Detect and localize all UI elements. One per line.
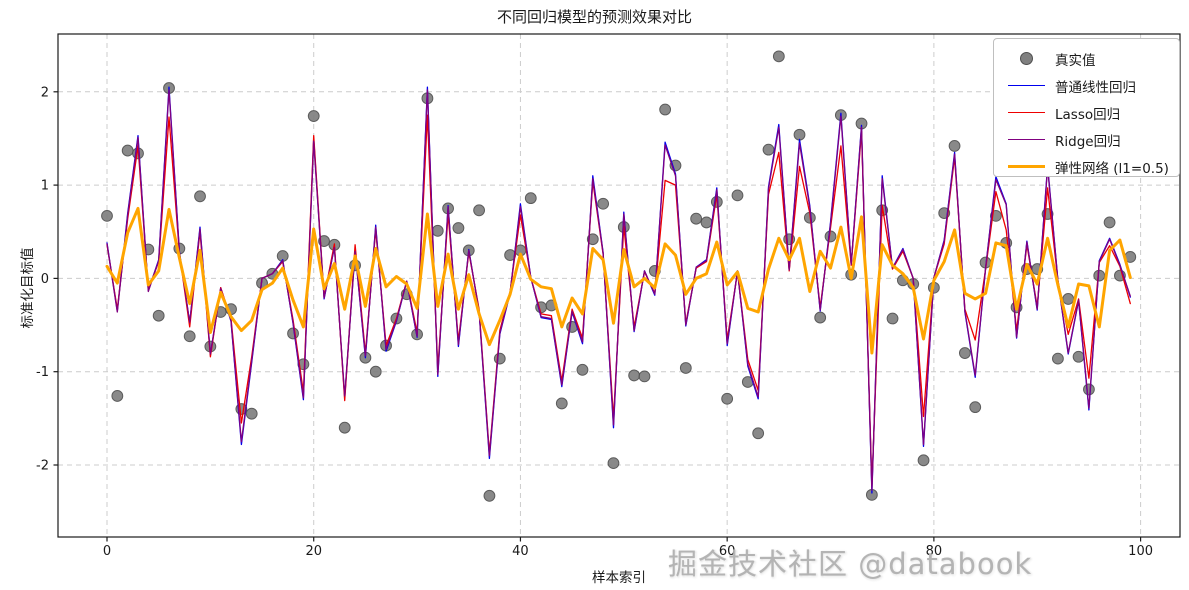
legend-line-marker-icon — [1008, 139, 1045, 140]
legend-marker-1 — [1008, 85, 1045, 86]
series-line-3 — [105, 206, 1132, 355]
x-tick-label: 40 — [512, 544, 529, 559]
true-value-dot — [431, 224, 444, 237]
true-value-dot — [287, 327, 299, 340]
true-value-dot — [597, 197, 610, 210]
x-tick-label: 80 — [926, 544, 943, 559]
true-value-dot — [1062, 293, 1075, 305]
legend-item-3: Ridge回归 — [1008, 126, 1179, 153]
legend-item-4: 弹性网络 (l1=0.5) — [1008, 153, 1179, 180]
y-axis-label: 标准化目标值 — [20, 247, 36, 329]
legend-dot-marker-icon — [1020, 52, 1033, 65]
true-value-dot — [958, 347, 971, 359]
x-tick-label: 0 — [103, 544, 111, 559]
chart-title: 不同回归模型的预测效果对比 — [496, 8, 692, 26]
true-value-dot — [690, 212, 703, 225]
true-value-dot — [814, 311, 827, 324]
true-value-dot — [493, 352, 506, 365]
true-value-dot — [452, 222, 465, 234]
true-value-dot — [659, 103, 672, 116]
true-value-dot — [721, 392, 734, 405]
y-tick-label: 0 — [41, 272, 49, 287]
legend-item-2: Lasso回归 — [1008, 99, 1179, 126]
series-line-1 — [106, 114, 1131, 487]
true-value-dot — [245, 407, 258, 420]
legend-label-4: 弹性网络 (l1=0.5) — [1055, 160, 1169, 177]
true-value-dot — [700, 216, 713, 229]
legend-label-0: 真实值 — [1055, 52, 1096, 69]
legend-marker-true-values — [1008, 52, 1045, 65]
legend-label-1: 普通线性回归 — [1055, 79, 1136, 96]
true-value-dot — [121, 144, 134, 157]
y-tick-label: 1 — [41, 179, 49, 194]
x-tick-label: 20 — [305, 544, 322, 559]
true-value-dot — [111, 390, 124, 402]
true-value-dot — [576, 363, 589, 376]
legend-line-marker-icon — [1008, 112, 1045, 113]
true-value-dot — [1103, 216, 1116, 229]
true-value-dot — [793, 128, 806, 141]
legend-item-0: 真实值 — [1008, 45, 1179, 72]
true-value-dot — [555, 397, 568, 410]
true-value-dot — [1093, 269, 1106, 282]
true-value-dot — [638, 370, 651, 383]
legend-marker-2 — [1008, 112, 1045, 113]
legend-box: 真实值普通线性回归 Lasso回归 Ridge回归弹性网络 (l1=0.5) — [993, 38, 1180, 177]
true-value-dot — [369, 365, 382, 378]
true-value-dot — [948, 140, 961, 152]
legend-line-marker-icon — [1008, 85, 1045, 86]
x-axis-label: 样本索引 — [592, 570, 646, 586]
true-value-dot — [772, 50, 785, 63]
true-value-dot — [101, 209, 113, 222]
legend-marker-3 — [1008, 139, 1045, 140]
watermark-text: 掘金技术社区 @databook — [668, 547, 1033, 581]
legend-item-1: 普通线性回归 — [1008, 72, 1179, 99]
true-value-dot — [1052, 352, 1064, 365]
legend-line-marker-icon — [1008, 165, 1045, 168]
y-tick-label: 2 — [41, 85, 49, 100]
y-tick-label: -1 — [36, 365, 49, 380]
true-value-dot — [318, 235, 330, 247]
legend-label-2: Lasso回归 — [1055, 106, 1121, 123]
true-value-dot — [483, 489, 496, 502]
true-value-dot — [524, 192, 537, 205]
true-value-dot — [307, 110, 320, 122]
true-value-dot — [679, 362, 692, 374]
legend-label-3: Ridge回归 — [1055, 133, 1121, 150]
x-tick-label: 60 — [719, 544, 736, 559]
true-value-dot — [917, 454, 930, 467]
true-value-dot — [762, 143, 775, 156]
true-value-dot — [152, 309, 165, 322]
true-value-dot — [586, 233, 599, 246]
true-value-dot — [969, 401, 982, 414]
true-value-dot — [338, 421, 351, 434]
y-tick-label: -2 — [36, 459, 49, 474]
true-value-dot — [628, 369, 641, 382]
true-value-dot — [1072, 350, 1085, 363]
true-value-dot — [607, 457, 620, 470]
x-tick-label: 100 — [1128, 544, 1153, 559]
series-line-2 — [106, 89, 1131, 491]
true-value-dot — [473, 204, 485, 217]
true-value-dot — [183, 330, 196, 343]
true-value-dot — [194, 190, 206, 203]
axes-frame — [57, 33, 1181, 538]
legend-marker-4 — [1008, 165, 1045, 168]
true-value-dot — [886, 312, 899, 325]
true-value-dot — [1083, 383, 1095, 396]
true-value-dot — [731, 189, 744, 202]
true-value-dot — [752, 427, 765, 440]
